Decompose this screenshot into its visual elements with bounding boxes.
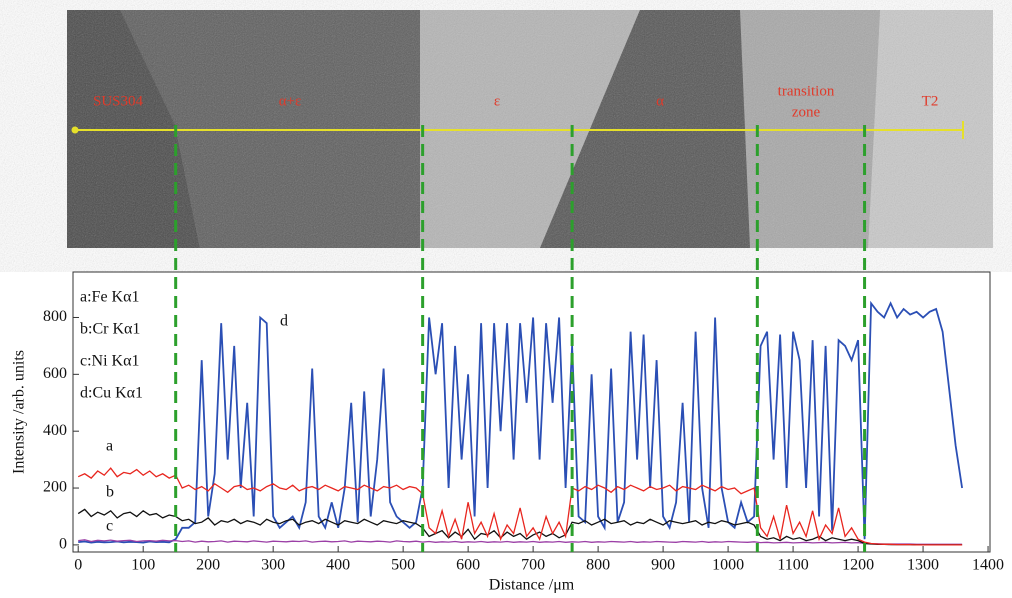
x-tick-label: 1200: [842, 557, 874, 574]
micrograph: [67, 10, 993, 248]
y-tick-label: 600: [43, 365, 67, 382]
x-tick-label: 800: [586, 557, 610, 574]
y-axis-label: Intensity /arb. units: [11, 350, 28, 474]
phase-label: α: [656, 93, 664, 109]
curve-label: b: [106, 484, 114, 501]
x-tick-label: 100: [131, 557, 155, 574]
legend-entry: d:Cu Kα1: [80, 385, 143, 402]
x-tick-label: 500: [391, 557, 415, 574]
phase-label: zone: [792, 104, 821, 120]
scan-start: [71, 126, 79, 134]
series-line: [78, 539, 963, 545]
x-tick-label: 1300: [907, 557, 939, 574]
x-tick-label: 300: [261, 557, 285, 574]
curve-label: d: [280, 313, 288, 330]
x-tick-label: 600: [456, 557, 480, 574]
x-tick-label: 200: [196, 557, 220, 574]
legend-entry: c:Ni Kα1: [80, 353, 139, 370]
x-tick-label: 1100: [777, 557, 808, 574]
series-line: [77, 467, 963, 546]
series-line: [77, 508, 963, 546]
x-tick-label: 900: [651, 557, 675, 574]
y-tick-label: 200: [43, 479, 67, 496]
series-line: [78, 300, 963, 544]
phase-label: T2: [922, 93, 939, 109]
y-tick-label: 0: [59, 536, 67, 553]
x-tick-label: 0: [74, 557, 82, 574]
x-tick-label: 1000: [712, 557, 744, 574]
x-axis-label: Distance /μm: [489, 577, 575, 594]
phase-label: ε: [494, 93, 500, 109]
y-tick-label: 400: [43, 422, 67, 439]
x-tick-label: 400: [326, 557, 350, 574]
x-tick-label: 700: [521, 557, 545, 574]
x-tick-label: 1400: [972, 557, 1004, 574]
phase-label: SUS304: [93, 93, 144, 109]
y-tick-label: 800: [43, 308, 67, 325]
curve-label: a: [106, 438, 113, 455]
plot-frame: [72, 271, 991, 553]
legend-entry: b:Cr Kα1: [80, 321, 140, 338]
legend-entry: a:Fe Kα1: [80, 289, 139, 306]
phase-label: transition: [778, 83, 835, 99]
phase-label: α+ε: [279, 93, 302, 109]
curve-label: c: [106, 518, 113, 535]
